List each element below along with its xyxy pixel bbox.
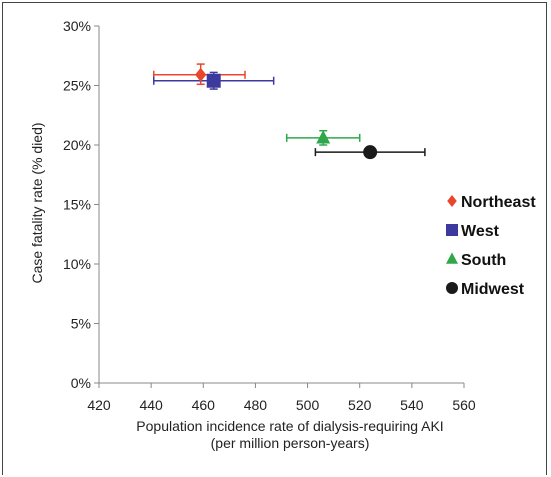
x-tick-label: 540 bbox=[400, 397, 424, 413]
legend-west-marker bbox=[446, 224, 458, 236]
northeast-point bbox=[195, 67, 207, 82]
x-tick-label: 500 bbox=[296, 397, 320, 413]
x-tick-labels: 420 440 460 480 500 520 540 560 bbox=[87, 397, 476, 413]
y-tick-labels: 0% 5% 10% 15% 20% 25% 30% bbox=[63, 18, 91, 391]
x-axis-title: Population incidence rate of dialysis-re… bbox=[136, 418, 443, 434]
y-tick-label: 5% bbox=[71, 316, 91, 332]
y-axis-title: Case fatality rate (% died) bbox=[29, 122, 45, 283]
legend-northeast-label: Northeast bbox=[461, 194, 536, 211]
x-tick-label: 440 bbox=[139, 397, 163, 413]
y-tick-label: 25% bbox=[63, 78, 91, 94]
legend-south-label: South bbox=[461, 252, 506, 269]
legend-midwest-label: Midwest bbox=[461, 281, 525, 298]
x-tick-label: 480 bbox=[244, 397, 268, 413]
y-tick-label: 30% bbox=[63, 18, 91, 34]
y-tick-label: 10% bbox=[63, 256, 91, 272]
legend-west-label: West bbox=[461, 223, 500, 240]
x-tick-label: 560 bbox=[452, 397, 476, 413]
data-points bbox=[195, 67, 378, 160]
west-point bbox=[206, 73, 221, 88]
x-tick-label: 460 bbox=[192, 397, 216, 413]
x-axis-subtitle: (per million person-years) bbox=[211, 435, 370, 451]
y-tick-label: 20% bbox=[63, 137, 91, 153]
error-bars bbox=[153, 63, 426, 157]
x-tick-label: 520 bbox=[348, 397, 372, 413]
legend-south-marker bbox=[446, 252, 458, 264]
legend-northeast-marker bbox=[447, 195, 457, 207]
midwest-point bbox=[363, 145, 378, 160]
south-point bbox=[316, 130, 331, 144]
legend: Northeast West South Midwest bbox=[446, 194, 536, 298]
x-tick-label: 420 bbox=[87, 397, 111, 413]
axes bbox=[94, 25, 465, 388]
y-tick-label: 0% bbox=[71, 375, 91, 391]
legend-midwest-marker bbox=[446, 282, 458, 294]
y-tick-label: 15% bbox=[63, 197, 91, 213]
